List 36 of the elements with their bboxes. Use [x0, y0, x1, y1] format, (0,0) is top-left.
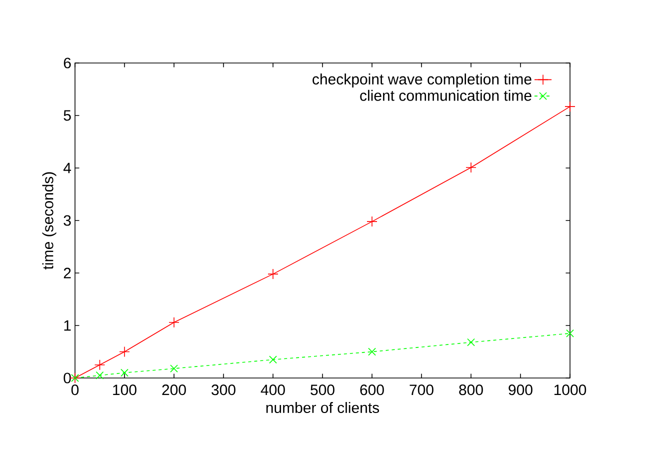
point — [566, 329, 574, 338]
x-axis-title: number of clients — [266, 402, 380, 414]
point — [564, 101, 576, 112]
x-tick-label: 700 — [410, 384, 434, 396]
point — [467, 338, 475, 346]
x-tick-label: 300 — [212, 384, 236, 396]
point — [268, 268, 278, 280]
point — [119, 346, 130, 358]
y-tick-label: 3 — [64, 215, 71, 226]
point — [368, 348, 376, 356]
x-tick-label: 100 — [113, 384, 136, 396]
point — [170, 364, 178, 372]
legend-label: checkpoint wave completion time — [312, 74, 532, 88]
point — [96, 371, 104, 380]
x-tick-label: 600 — [360, 384, 384, 396]
legend-label: client communication time — [360, 90, 532, 101]
y-tick-label: 6 — [64, 58, 71, 68]
y-tick-label: 4 — [63, 162, 72, 174]
y-axis-title: time (seconds) — [42, 172, 56, 270]
x-tick-label: 900 — [508, 384, 532, 396]
point — [168, 316, 180, 328]
x-tick-label: 500 — [310, 384, 334, 396]
point — [366, 216, 378, 227]
y-tick-label: 0 — [64, 372, 71, 384]
point — [269, 356, 277, 364]
point — [120, 368, 128, 377]
x-tick-label: 200 — [162, 384, 186, 396]
x-tick-label: 400 — [260, 384, 285, 396]
y-tick-label: 2 — [64, 268, 71, 278]
point — [466, 162, 476, 173]
y-tick-label: 5 — [64, 110, 71, 121]
point — [94, 359, 106, 370]
x-tick-label: 800 — [459, 384, 483, 396]
x-tick-label: 1000 — [554, 384, 586, 396]
x-tick-label: 0 — [71, 384, 79, 396]
y-tick-label: 1 — [64, 320, 71, 331]
